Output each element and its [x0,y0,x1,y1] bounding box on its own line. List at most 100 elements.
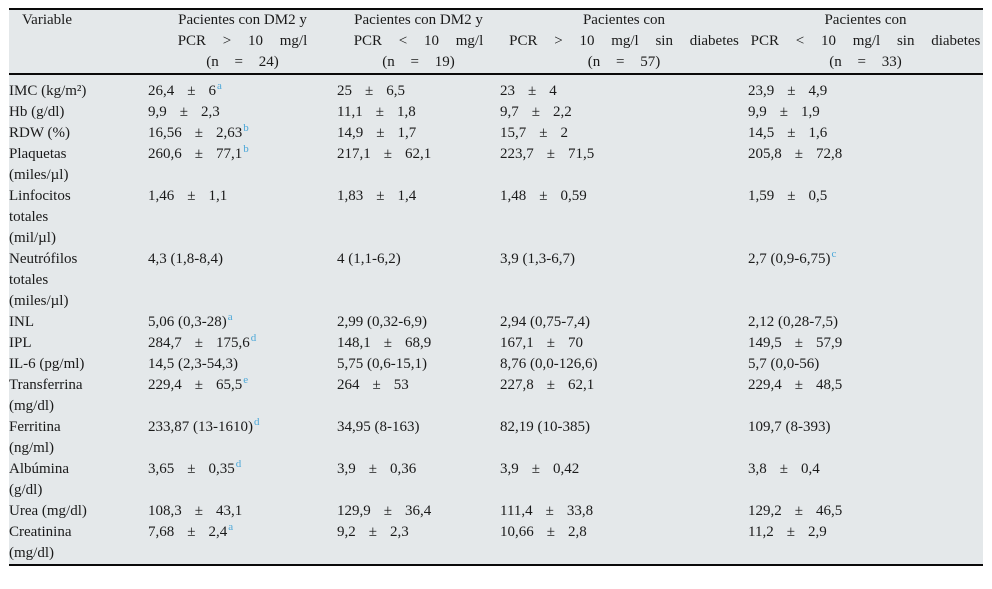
median-range-value: 109,7 (8-393) [748,419,831,435]
mean-value: 229,4 [148,377,182,393]
sd-value: 175,6 [215,335,250,351]
sd-value: 33,8 [566,503,594,519]
variable-label-line: Hb (g/dl) [9,104,65,120]
sd-value: 2,8 [567,524,587,540]
significance-superscript: d [250,332,257,344]
sd-value: 6 [208,83,216,99]
plus-minus-sign: ± [187,524,196,540]
table-row: INL 5,06 (0,3-28)a 2,99 (0,32-6,9) 2,94 (0,… [9,312,983,333]
value-cell: 3,9 ±0,36 [337,459,500,501]
header-line: Pacientes con DM2 y [354,12,483,28]
median-range-value: 5,75 (0,6-15,1) [337,356,427,372]
sd-value: 36,4 [404,503,432,519]
significance-superscript: b [243,122,249,134]
table-row: Hb (g/dl) 9,9 ±2,3 11,1 ±1,8 9,7 ±2,2 9,9 ±1,9 [9,102,983,123]
sd-value: 0,35 [208,461,235,477]
value-cell: 129,9 ±36,4 [337,501,500,522]
variable-label-line: totales [9,272,49,288]
value-cell: 11,1 ±1,8 [337,102,500,123]
mean-value: 148,1 [337,335,371,351]
sd-value: 43,1 [215,503,243,519]
median-range-value: 5,06 (0,3-28) [148,314,227,330]
variable-label-line: (ng/ml) [9,440,54,456]
plus-minus-sign: ± [528,83,537,99]
median-range-value: 2,7 (0,9-6,75) [748,251,831,267]
mean-value: 223,7 [500,146,534,162]
column-header-dm2-pcr-low: Pacientes con DM2 y PCR < 10 mg/l (n = 1… [337,10,500,75]
header-line: Pacientes con DM2 y [178,12,307,28]
sd-value: 1,8 [396,104,416,120]
mean-value: 149,5 [748,335,782,351]
column-header-variable: Variable [9,10,148,75]
plus-minus-sign: ± [187,83,196,99]
value-cell: 5,06 (0,3-28)a [148,312,337,333]
mean-value: 16,56 [148,125,182,141]
sd-value: 62,1 [567,377,595,393]
value-cell: 23 ±4 [500,74,748,102]
sd-value: 1,9 [800,104,820,120]
median-range-value: 8,76 (0,0-126,6) [500,356,598,372]
table-row: Transferrina (mg/dl) 229,4 ±65,5e 264 ±53 227,… [9,375,983,417]
median-range-value: 4,3 (1,8-8,4) [148,251,223,267]
table-row: Ferritina (ng/ml) 233,87 (13-1610)d 34,95 (… [9,417,983,459]
value-cell: 4,3 (1,8-8,4) [148,249,337,312]
plus-minus-sign: ± [194,146,203,162]
value-cell: 10,66 ±2,8 [500,522,748,564]
mean-value: 7,68 [148,524,175,540]
table-body: IMC (kg/m²) 26,4 ±6a 25 ±6,5 23 ±4 23,9 ±4,9 Hb (… [9,74,983,564]
variable-cell: Neutrófilos totales (miles/µl) [9,249,148,312]
plus-minus-sign: ± [383,146,392,162]
mean-value: 260,6 [148,146,182,162]
value-cell: 4 (1,1-6,2) [337,249,500,312]
value-cell: 14,5 ±1,6 [748,123,983,144]
mean-value: 25 [337,83,352,99]
header-line: (n = 57) [587,54,661,70]
variable-label-line: Ferritina [9,419,61,435]
sd-value: 53 [393,377,409,393]
variable-label-line: Creatinina [9,524,72,540]
plus-minus-sign: ± [187,461,196,477]
value-cell: 264 ±53 [337,375,500,417]
mean-value: 3,8 [748,461,767,477]
value-cell: 9,9 ±2,3 [148,102,337,123]
clinical-variables-table: Variable Pacientes con DM2 y PCR > 10 mg… [9,10,983,564]
variable-label-line: INL [9,314,34,330]
variable-label-line: RDW (%) [9,125,70,141]
table-header: Variable Pacientes con DM2 y PCR > 10 mg… [9,10,983,75]
value-cell: 3,9 (1,3-6,7) [500,249,748,312]
value-cell: 82,19 (10-385) [500,417,748,459]
plus-minus-sign: ± [786,524,795,540]
value-cell: 227,8 ±62,1 [500,375,748,417]
sd-value: 0,59 [560,188,587,204]
value-cell: 7,68 ±2,4a [148,522,337,564]
mean-value: 3,9 [337,461,356,477]
significance-superscript: d [235,458,242,470]
plus-minus-sign: ± [787,188,796,204]
mean-value: 1,46 [148,188,175,204]
sd-value: 1,6 [808,125,828,141]
value-cell: 5,7 (0,0-56) [748,354,983,375]
plus-minus-sign: ± [546,377,555,393]
value-cell: 9,7 ±2,2 [500,102,748,123]
plus-minus-sign: ± [376,188,385,204]
value-cell: 108,3 ±43,1 [148,501,337,522]
value-cell: 9,9 ±1,9 [748,102,983,123]
mean-value: 11,2 [748,524,774,540]
plus-minus-sign: ± [794,377,803,393]
variable-cell: RDW (%) [9,123,148,144]
plus-minus-sign: ± [539,125,548,141]
table-row: Neutrófilos totales (miles/µl) 4,3 (1,8-8,4… [9,249,983,312]
sd-value: 0,4 [800,461,820,477]
plus-minus-sign: ± [794,503,803,519]
plus-minus-sign: ± [365,83,374,99]
value-cell: 14,9 ±1,7 [337,123,500,144]
significance-superscript: a [227,311,233,323]
variable-cell: Plaquetas (miles/µl) [9,144,148,186]
plus-minus-sign: ± [779,461,788,477]
plus-minus-sign: ± [794,146,803,162]
value-cell: 223,7 ±71,5 [500,144,748,186]
median-range-value: 233,87 (13-1610) [148,419,253,435]
median-range-value: 34,95 (8-163) [337,419,420,435]
mean-value: 1,48 [500,188,527,204]
value-cell: 3,65 ±0,35d [148,459,337,501]
